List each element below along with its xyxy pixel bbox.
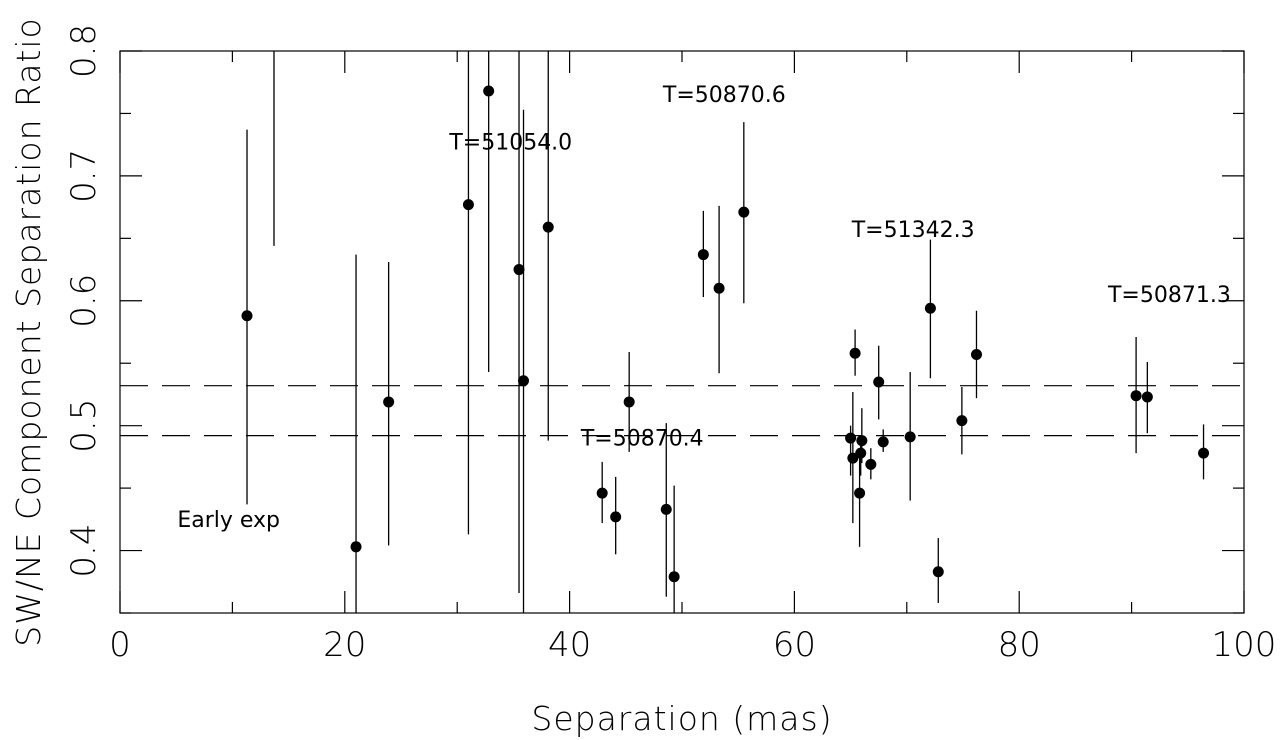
y-tick-label: 0.6 [64, 274, 104, 328]
data-point [849, 347, 861, 359]
data-point [542, 221, 554, 233]
data-point [847, 452, 859, 464]
reference-lines [120, 385, 1244, 437]
annotation-label: Early exp [177, 508, 280, 533]
data-point [596, 487, 608, 499]
x-tick-label: 40 [548, 625, 591, 665]
data-point [623, 396, 635, 408]
y-axis-title: SW/NE Component Separation Ratio [9, 17, 48, 646]
data-point [1130, 390, 1142, 402]
data-point [865, 458, 877, 470]
annotation-label: T=51054.0 [448, 131, 572, 156]
data-point [713, 282, 725, 294]
data-point [738, 206, 750, 218]
data-point [518, 375, 530, 387]
data-point [932, 566, 944, 578]
data-point [383, 396, 395, 408]
data-point [241, 310, 253, 322]
x-tick-label: 20 [323, 625, 366, 665]
data-point [855, 447, 867, 459]
annotation-label: T=50870.4 [580, 427, 704, 452]
y-axis-ticks: 0.4 0.5 0.6 0.7 0.8 [64, 24, 1244, 614]
data-point [483, 85, 495, 97]
error-bars [246, 51, 1205, 613]
data-point [924, 302, 936, 314]
annotations: T=51054.0 T=50870.6 T=51342.3 T=50871.3 T=50… [177, 83, 1231, 533]
y-tick-label: 0.5 [64, 399, 104, 453]
data-point [697, 249, 709, 261]
data-point [1198, 447, 1210, 459]
y-tick-label: 0.4 [64, 524, 104, 578]
data-point [462, 199, 474, 211]
data-point [513, 264, 525, 276]
data-point [873, 376, 885, 388]
y-tick-label: 0.8 [64, 24, 104, 78]
x-axis-title: Separation (mas) [531, 699, 832, 738]
data-point [1141, 391, 1153, 403]
x-tick-label: 0 [109, 625, 131, 665]
x-tick-label: 60 [773, 625, 816, 665]
data-point [660, 503, 672, 515]
data-point [956, 415, 968, 427]
data-points [241, 85, 1210, 583]
x-tick-label: 100 [1212, 625, 1277, 665]
data-point [845, 432, 857, 444]
annotation-label: T=50871.3 [1107, 283, 1231, 308]
annotation-label: T=51342.3 [851, 218, 975, 243]
y-tick-label: 0.7 [64, 149, 104, 203]
data-point [854, 487, 866, 499]
plot-frame [119, 50, 1245, 614]
annotation-label: T=50870.6 [662, 83, 786, 108]
data-point [610, 511, 622, 523]
data-point [668, 571, 680, 583]
x-axis-ticks: 0 20 40 60 80 100 [109, 51, 1276, 665]
x-tick-label: 80 [998, 625, 1041, 665]
data-point [350, 541, 362, 553]
data-point [856, 435, 868, 447]
data-point [877, 436, 889, 448]
data-point [970, 348, 982, 360]
data-point [904, 431, 916, 443]
